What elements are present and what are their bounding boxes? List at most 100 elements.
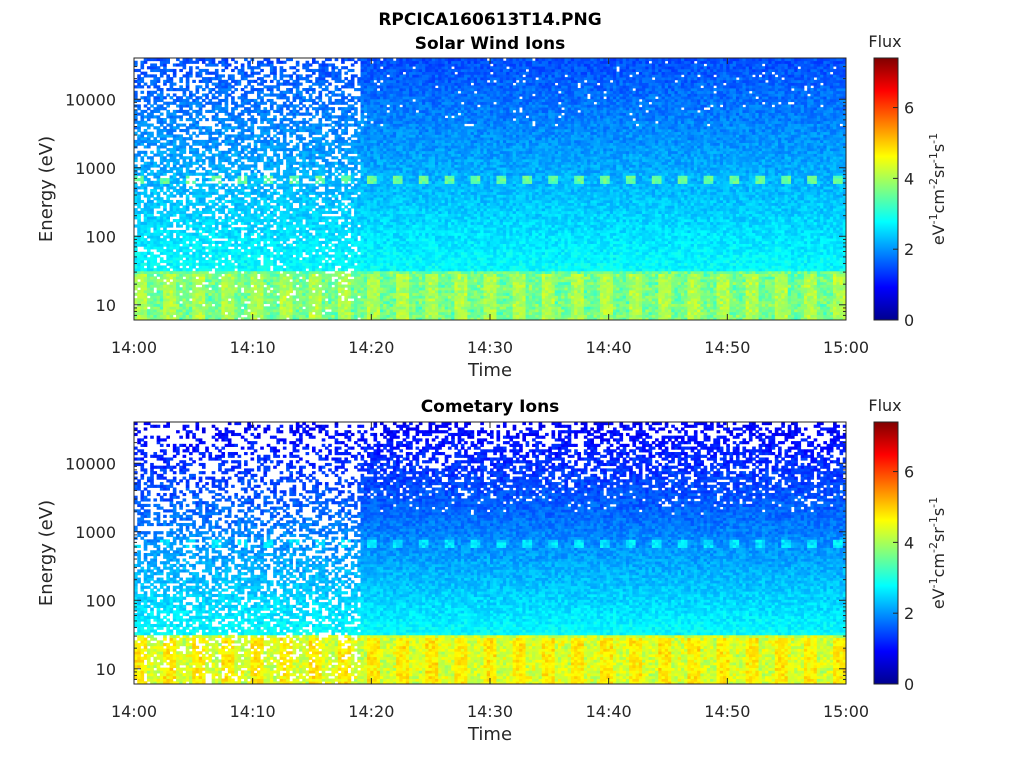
heatmap-cell: [140, 255, 144, 258]
heatmap-cell: [137, 244, 141, 247]
heatmap-cell: [183, 285, 187, 288]
heatmap-cell: [183, 249, 187, 252]
heatmap-cell: [147, 227, 151, 230]
heatmap-cell: [189, 279, 193, 282]
heatmap-cell: [189, 124, 193, 127]
heatmap-cell: [179, 230, 183, 233]
heatmap-cell: [176, 110, 180, 113]
heatmap-cell: [179, 156, 183, 159]
heatmap-cell: [186, 170, 190, 173]
heatmap-cell: [157, 309, 161, 312]
heatmap-cell: [137, 252, 141, 255]
heatmap-cell: [150, 113, 154, 116]
heatmap-cell: [140, 170, 144, 173]
heatmap-cell: [166, 263, 170, 266]
heatmap-cell: [179, 134, 183, 137]
heatmap-cell: [163, 287, 167, 290]
heatmap-cell: [137, 77, 141, 80]
heatmap-cell: [134, 61, 138, 64]
heatmap-cell: [189, 96, 193, 99]
heatmap-cell: [189, 238, 193, 241]
heatmap-cell: [189, 315, 193, 318]
heatmap-cell: [157, 293, 161, 296]
heatmap-cell: [186, 99, 190, 102]
heatmap-cell: [173, 140, 177, 143]
heatmap-cell: [192, 298, 196, 301]
heatmap-cell: [163, 164, 167, 167]
heatmap-cell: [137, 265, 141, 268]
heatmap-cell: [166, 61, 170, 64]
heatmap-cell: [144, 274, 148, 277]
heatmap-cell: [170, 170, 174, 173]
heatmap-cell: [140, 178, 144, 181]
heatmap-cell: [137, 107, 141, 110]
heatmap-cell: [147, 126, 151, 129]
heatmap-cell: [189, 276, 193, 279]
heatmap-cell: [183, 88, 187, 91]
heatmap-cell: [140, 115, 144, 118]
heatmap-cell: [147, 304, 151, 307]
heatmap-cell: [150, 151, 154, 154]
heatmap-cell: [166, 216, 170, 219]
heatmap-cell: [173, 164, 177, 167]
heatmap-cell: [176, 257, 180, 260]
heatmap-cell: [163, 268, 167, 271]
heatmap-cell: [160, 257, 164, 260]
heatmap-cell: [137, 298, 141, 301]
heatmap-cell: [157, 219, 161, 222]
heatmap-cell: [186, 285, 190, 288]
heatmap-cell: [144, 137, 148, 140]
heatmap-cell: [179, 173, 183, 176]
heatmap-cell: [134, 252, 138, 255]
heatmap-cell: [137, 309, 141, 312]
heatmap-cell: [179, 295, 183, 298]
heatmap-cell: [192, 170, 196, 173]
heatmap-cell: [137, 257, 141, 260]
heatmap-cell: [176, 315, 180, 318]
heatmap-cell: [144, 124, 148, 127]
heatmap-cell: [173, 274, 177, 277]
heatmap-cell: [153, 175, 157, 178]
heatmap-cell: [176, 279, 180, 282]
heatmap-cell: [144, 222, 148, 225]
panel-solar-wind: Solar Wind Ions 14:00 14:10 14:20 14:30 14:4…: [36, 32, 948, 381]
heatmap-cell: [173, 134, 177, 137]
heatmap-cell: [153, 154, 157, 157]
heatmap-cell: [189, 200, 193, 203]
heatmap-cell: [179, 137, 183, 140]
heatmap-cell: [163, 200, 167, 203]
heatmap-cell: [170, 175, 174, 178]
heatmap-cell: [183, 66, 187, 69]
heatmap-cell: [163, 276, 167, 279]
heatmap-cell: [157, 205, 161, 208]
heatmap-cell: [150, 208, 154, 211]
heatmap-cell: [166, 287, 170, 290]
heatmap-cell: [176, 189, 180, 192]
heatmap-cell: [140, 235, 144, 238]
heatmap-cell: [163, 83, 167, 86]
heatmap-cell: [189, 235, 193, 238]
heatmap-cell: [192, 306, 196, 309]
heatmap-cell: [192, 246, 196, 249]
heatmap-cell: [189, 118, 193, 121]
heatmap-cell: [170, 156, 174, 159]
heatmap-cell: [189, 113, 193, 116]
heatmap-cell: [150, 83, 154, 86]
heatmap-cell: [150, 164, 154, 167]
heatmap-cell: [144, 219, 148, 222]
heatmap-cell: [144, 162, 148, 165]
heatmap-cell: [163, 309, 167, 312]
heatmap-cell: [173, 126, 177, 129]
heatmap-cell: [179, 115, 183, 118]
heatmap-cell: [137, 293, 141, 296]
heatmap-cell: [192, 233, 196, 236]
heatmap-cell: [153, 246, 157, 249]
heatmap-cell: [150, 192, 154, 195]
heatmap-cell: [183, 93, 187, 96]
heatmap-cell: [176, 173, 180, 176]
heatmap-cell: [157, 255, 161, 258]
heatmap-cell: [150, 301, 154, 304]
heatmap-cell: [166, 74, 170, 77]
heatmap-cell: [166, 113, 170, 116]
heatmap-cell: [134, 121, 138, 124]
